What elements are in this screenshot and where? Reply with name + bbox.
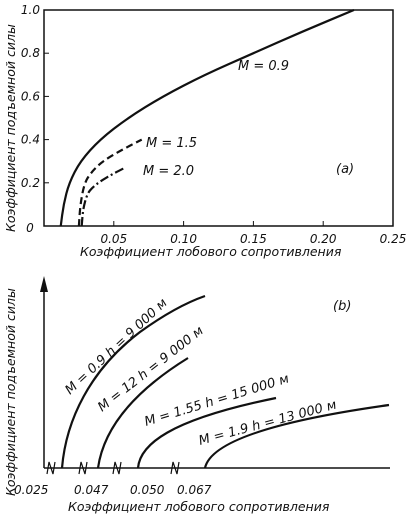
chart-a-x-tick-label: 0.15 <box>240 232 267 246</box>
chart-b-y-axis-title: Коэффициент подъемной силы <box>3 288 18 496</box>
chart-a-y-tick-label: 0.8 <box>21 46 40 60</box>
chart-a-lines <box>59 8 355 227</box>
chart-a-x-tick-label: 0.10 <box>170 232 197 246</box>
chart-a-x-axis-title: Коэффициент лобового сопротивления <box>80 244 342 259</box>
chart-a-x-tick-label: 0.20 <box>310 232 337 246</box>
chart-a-panel-label: (a) <box>336 162 354 177</box>
axis-break-2 <box>78 461 88 475</box>
chart-a-y-tick-label: 0.4 <box>21 133 40 147</box>
chart-b: M = 0.9 h = 9 000 м M = 12 h = 9 000 м M… <box>3 276 390 514</box>
chart-a-ticks: 0 0.05 0.10 0.15 0.20 0.25 0.2 0.4 0.6 0.8 1.0 <box>21 3 406 246</box>
chart-b-x-tick-1: 0.025 <box>14 483 48 497</box>
chart-b-y-arrow <box>40 276 48 292</box>
chart-a-y-axis-title: Коэффициент подъемной силы <box>3 24 18 232</box>
chart-a-label-m20: M = 2.0 <box>143 164 194 179</box>
chart-a-x-tick-label: 0 <box>26 221 34 235</box>
chart-b-panel-label: (b) <box>333 299 351 314</box>
chart-a-x-tick-label: 0.25 <box>380 232 407 246</box>
axis-break-3 <box>112 461 122 475</box>
chart-a-label-m09: M = 0.9 <box>238 59 289 74</box>
chart-b-x-tick-4: 0.067 <box>177 483 212 497</box>
chart-a-x-tick-label: 0.05 <box>100 232 127 246</box>
chart-a-y-tick-label: 0.2 <box>21 176 40 190</box>
chart-b-curve-4 <box>203 403 390 469</box>
chart-a-y-tick-label: 1.0 <box>21 3 40 17</box>
chart-a: 0 0.05 0.10 0.15 0.20 0.25 0.2 0.4 0.6 0.8 1.0 M =… <box>3 3 406 259</box>
chart-a-y-tick-label: 0.6 <box>21 89 40 103</box>
chart-b-x-axis-title: Коэффициент лобового сопротивления <box>68 499 330 514</box>
chart-b-curve-1 <box>60 294 206 469</box>
chart-a-series-line-3 <box>80 166 126 227</box>
chart-a-label-m15: M = 1.5 <box>146 136 197 151</box>
axis-break-4 <box>170 461 180 475</box>
chart-a-series-line-1 <box>59 8 355 227</box>
chart-a-series-line-2 <box>77 138 143 227</box>
chart-b-x-tick-3: 0.050 <box>130 483 165 497</box>
axis-break-1 <box>46 461 56 475</box>
chart-b-axis-breaks <box>46 461 180 475</box>
chart-b-curve-2 <box>96 357 189 469</box>
chart-b-curve-3 <box>136 396 277 469</box>
chart-b-x-tick-2: 0.047 <box>74 483 109 497</box>
chart-a-frame <box>43 9 394 227</box>
